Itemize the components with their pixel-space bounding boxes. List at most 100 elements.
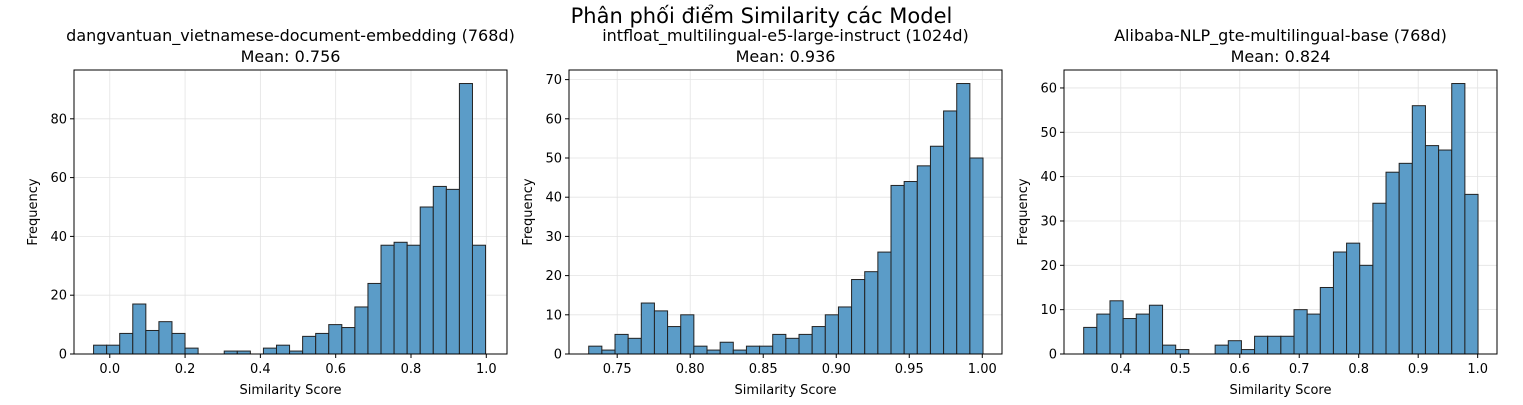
histogram-bar <box>1451 83 1466 355</box>
histogram-bar <box>328 324 343 355</box>
x-tick-label: 0.6 <box>325 362 346 377</box>
x-tick-label: 0.2 <box>175 362 196 377</box>
histogram-bar <box>929 145 945 355</box>
histogram-bar <box>1385 171 1400 355</box>
histogram-bar <box>851 279 866 355</box>
histogram-bar <box>706 349 721 355</box>
y-tick-label: 20 <box>545 269 562 284</box>
histogram-bar <box>1096 313 1111 355</box>
chart-title: dangvantuan_vietnamese-document-embeddin… <box>66 26 515 46</box>
x-tick-label: 0.80 <box>676 362 705 377</box>
histogram-bar <box>1240 349 1256 355</box>
y-tick-label: 30 <box>545 230 562 245</box>
y-tick-label: 80 <box>50 112 67 127</box>
x-tick-label: 0.95 <box>895 362 924 377</box>
histogram-bar <box>864 271 879 355</box>
histogram-bar <box>1293 309 1308 355</box>
histogram-bar <box>1332 251 1348 355</box>
histogram-bar <box>93 344 108 355</box>
y-tick-label: 0 <box>554 348 562 363</box>
y-tick-label: 0 <box>59 348 67 363</box>
histogram-bar <box>785 337 800 355</box>
histogram-bar <box>1267 335 1282 355</box>
histogram-bar <box>1359 264 1374 355</box>
x-tick-label: 1.00 <box>968 362 997 377</box>
y-axis-label: Frequency <box>26 178 41 245</box>
x-axis-label: Similarity Score <box>734 383 836 398</box>
y-tick-label: 50 <box>545 152 562 167</box>
histogram-bar <box>627 337 642 355</box>
histogram-bar <box>315 332 330 355</box>
y-tick-label: 70 <box>545 73 562 88</box>
x-tick-label: 0.6 <box>1229 362 1250 377</box>
histogram-bar <box>1227 340 1242 355</box>
x-tick-label: 0.5 <box>1170 362 1191 377</box>
histogram-bar <box>275 344 291 355</box>
chart-subtitle: Mean: 0.936 <box>736 47 836 66</box>
histogram-bar <box>145 329 160 355</box>
histogram-bar <box>667 326 682 355</box>
x-tick-label: 0.7 <box>1289 362 1310 377</box>
histogram-bar <box>1424 145 1440 355</box>
histogram-bar <box>1319 286 1334 355</box>
histogram-bar <box>367 282 382 355</box>
histogram-bar <box>1122 318 1137 355</box>
y-tick-label: 60 <box>545 112 562 127</box>
histogram-bar <box>171 332 186 355</box>
y-tick-label: 50 <box>1040 126 1057 141</box>
x-axis-label: Similarity Score <box>1229 383 1331 398</box>
y-tick-label: 20 <box>50 289 67 304</box>
histogram-bar <box>745 345 761 355</box>
histogram-bar <box>1135 313 1150 355</box>
plot-frame <box>73 69 508 355</box>
histogram-bar <box>811 326 826 355</box>
plot-frame <box>568 69 1003 355</box>
histogram-bar <box>969 157 984 355</box>
histogram-bar <box>432 185 447 355</box>
histogram-bar <box>943 110 958 355</box>
chart-subtitle: Mean: 0.756 <box>241 47 341 66</box>
histogram-bar <box>1411 105 1426 355</box>
y-tick-label: 20 <box>1040 259 1057 274</box>
histogram-bar <box>1306 313 1321 355</box>
histogram-bar <box>1175 349 1190 355</box>
histogram-bar <box>890 184 905 355</box>
x-tick-label: 0.90 <box>822 362 851 377</box>
x-tick-label: 0.8 <box>1348 362 1369 377</box>
histogram-bar <box>732 349 747 355</box>
y-tick-label: 40 <box>50 230 67 245</box>
histogram-bar <box>106 344 121 355</box>
histogram-bar <box>1372 202 1387 355</box>
x-tick-label: 0.4 <box>1110 362 1131 377</box>
histogram-bar <box>458 83 473 355</box>
x-tick-label: 0.4 <box>250 362 271 377</box>
histogram-bar <box>903 181 918 355</box>
histogram-bar <box>354 306 369 355</box>
y-tick-label: 10 <box>1040 303 1057 318</box>
histogram-bar <box>419 206 434 355</box>
histogram-bar <box>1280 335 1295 355</box>
histogram-bar <box>916 165 931 355</box>
x-axis-label: Similarity Score <box>239 383 341 398</box>
histogram-bar <box>680 314 695 355</box>
y-tick-label: 10 <box>545 308 562 323</box>
histogram-bar <box>119 332 134 355</box>
x-tick-label: 1.0 <box>476 362 497 377</box>
chart-panel-2: 0.75 0.80 0.85 0.90 0.95 1.00 0 10 20 30 40 50 60 70 i… <box>521 26 1003 398</box>
chart-panel-3: 0.4 0.5 0.6 0.7 0.8 0.9 1.0 0 10 20 30 40 50 60 Alibab… <box>1016 26 1498 398</box>
histogram-bar <box>588 345 603 355</box>
histogram-bar <box>653 310 669 355</box>
x-tick-label: 1.0 <box>1467 362 1488 377</box>
y-tick-label: 60 <box>50 171 67 186</box>
histogram-bar <box>1148 304 1164 355</box>
histogram-bar <box>471 244 487 355</box>
histogram-bar <box>1162 344 1177 355</box>
histogram-bar <box>132 303 147 355</box>
y-axis-label: Frequency <box>521 178 536 245</box>
histogram-bar <box>614 333 629 355</box>
histogram-bar <box>759 345 774 355</box>
x-tick-label: 0.9 <box>1408 362 1429 377</box>
histogram-bar <box>1254 335 1269 355</box>
histogram-bar <box>1398 162 1413 355</box>
